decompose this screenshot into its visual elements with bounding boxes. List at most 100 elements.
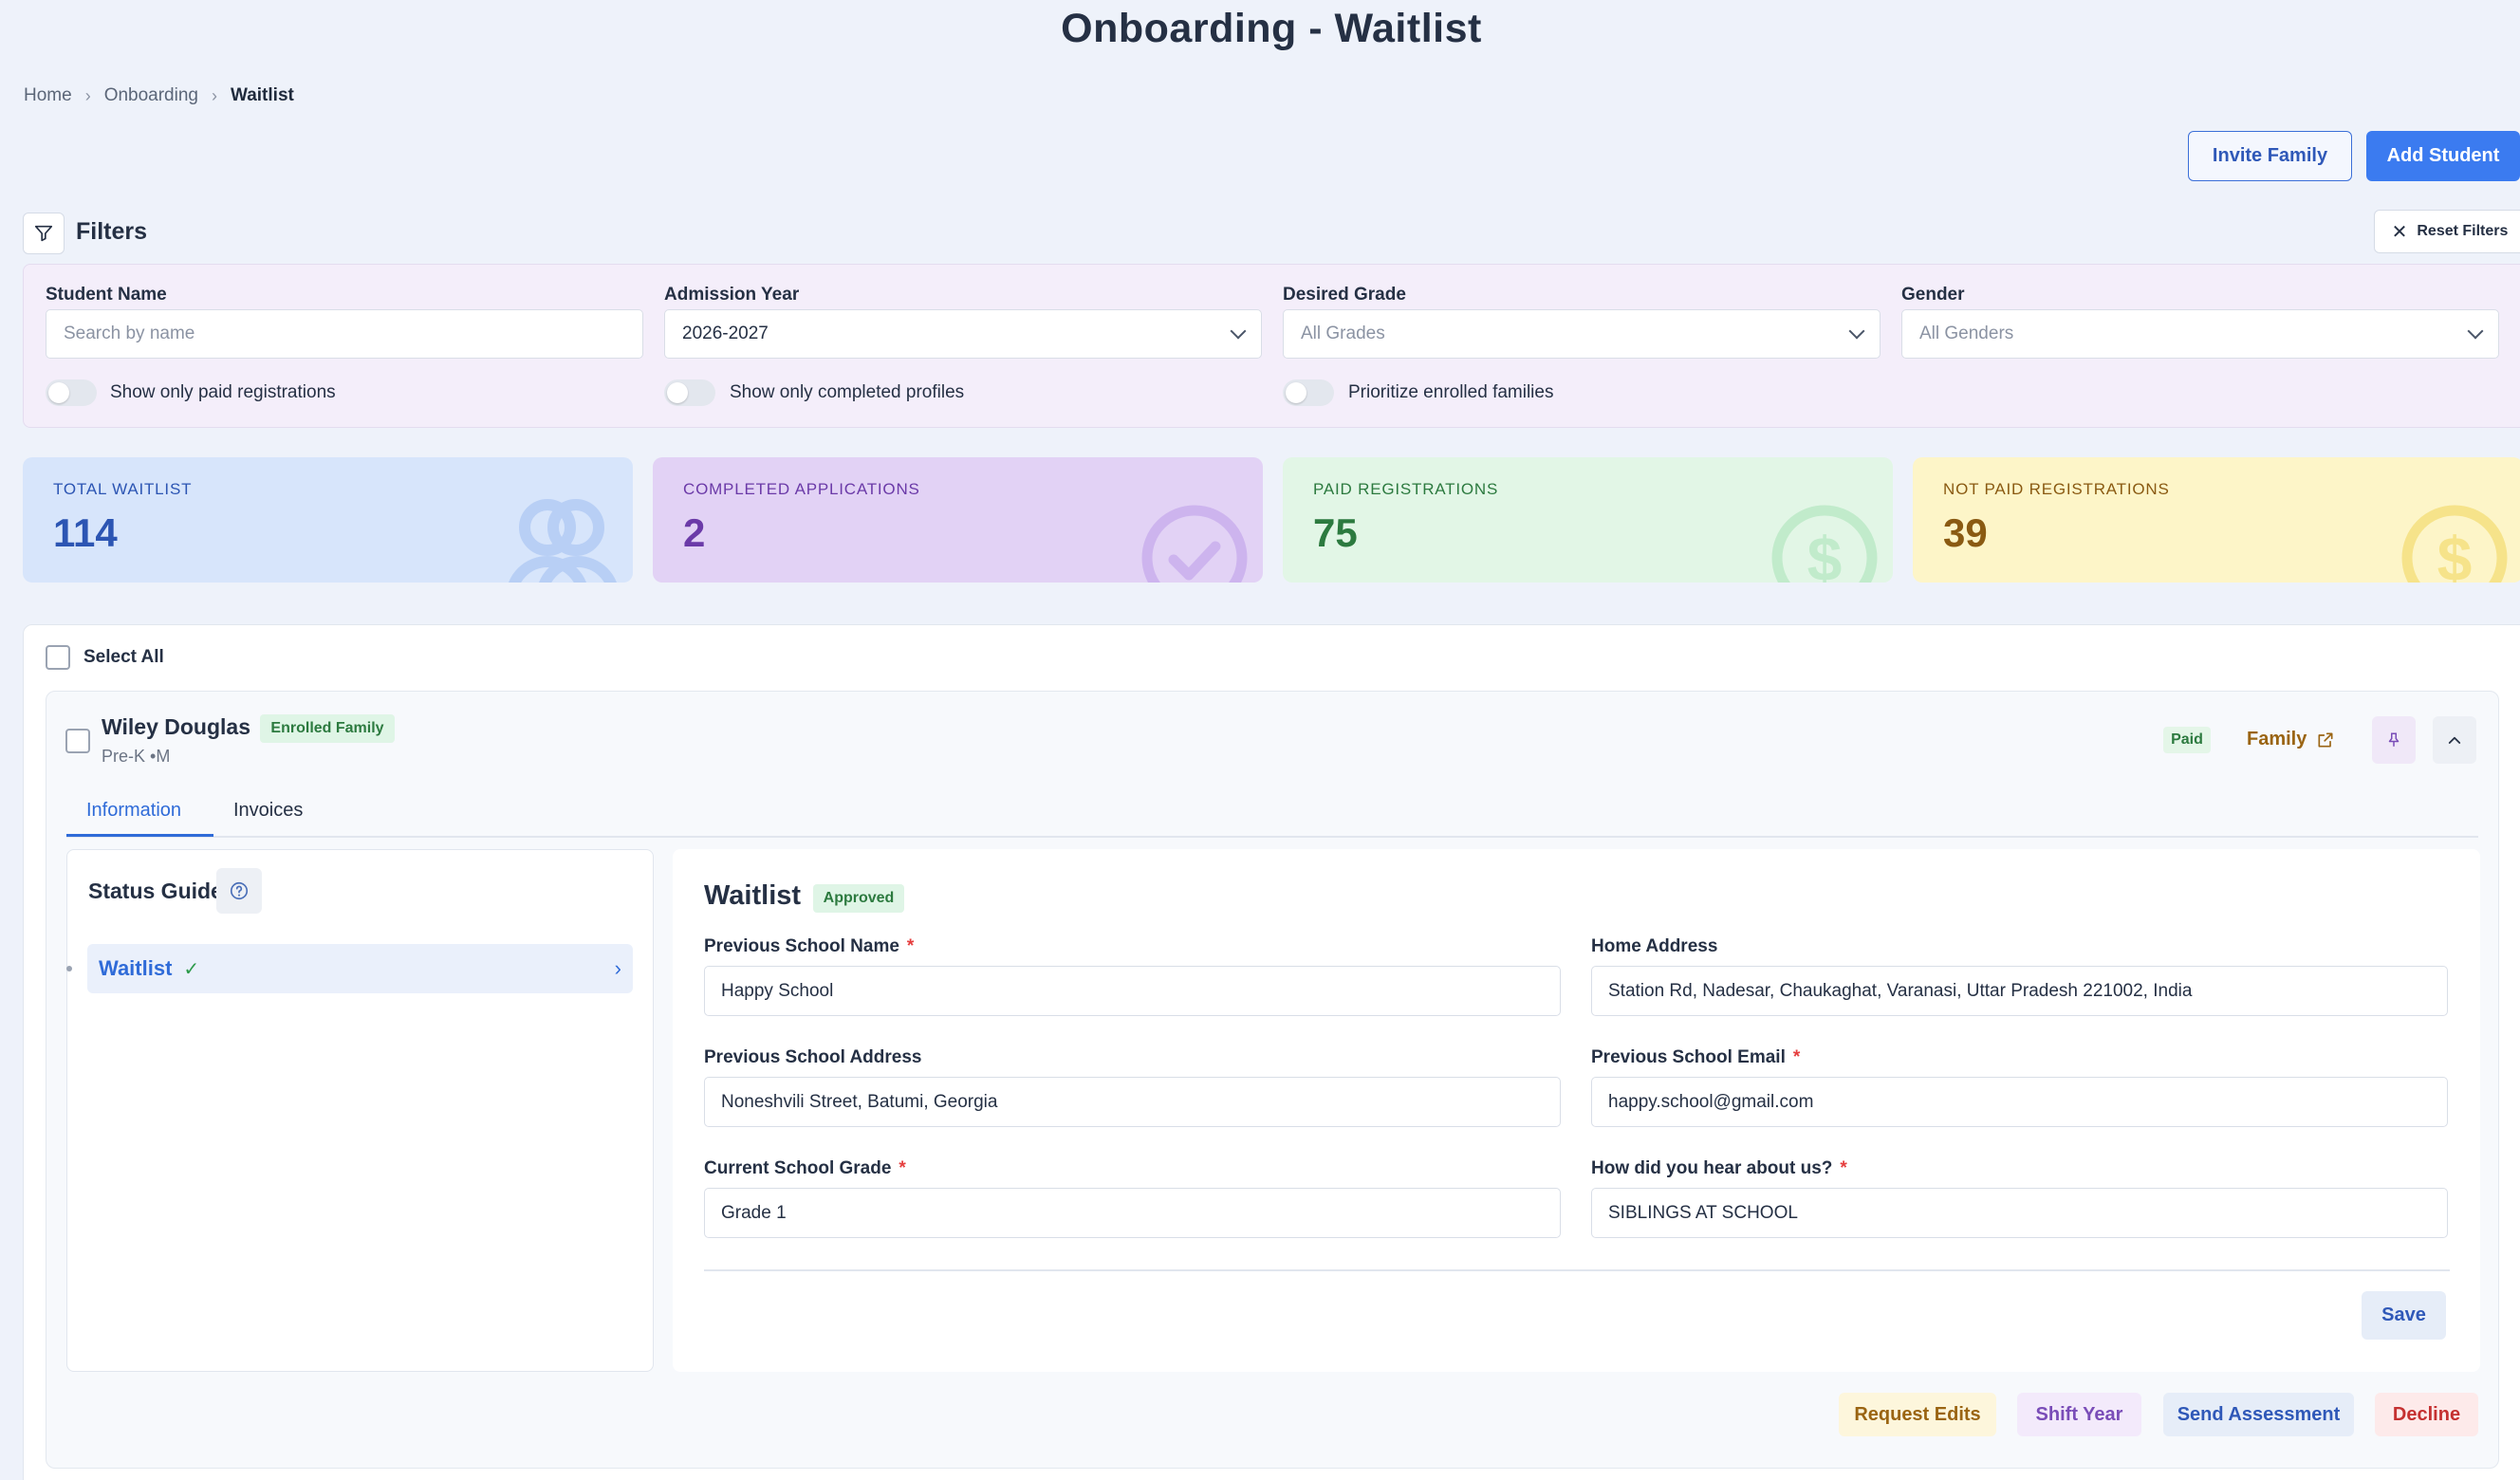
- status-item-label: Waitlist: [99, 956, 173, 980]
- send-assessment-button[interactable]: Send Assessment: [2163, 1393, 2354, 1436]
- svg-text:$: $: [2437, 524, 2473, 583]
- student-meta: Pre-K •M: [102, 747, 171, 766]
- active-tab-indicator: [66, 834, 213, 837]
- desired-grade-value: All Grades: [1301, 324, 1385, 343]
- enrolled-families-toggle[interactable]: [1283, 379, 1334, 406]
- student-checkbox[interactable]: [65, 729, 90, 753]
- paid-registrations-toggle-label: Show only paid registrations: [110, 382, 336, 402]
- chevron-right-icon: ›: [614, 956, 621, 980]
- family-link[interactable]: Family: [2247, 729, 2335, 750]
- chevron-down-icon: [1230, 323, 1247, 340]
- check-circle-icon: [1141, 505, 1248, 583]
- enrolled-family-badge: Enrolled Family: [260, 714, 395, 743]
- tabs-divider: [66, 836, 2478, 838]
- prev-school-address-input[interactable]: Noneshvili Street, Batumi, Georgia: [704, 1077, 1561, 1127]
- status-item-waitlist[interactable]: Waitlist ✓ ›: [87, 944, 633, 993]
- chevron-right-icon: ›: [84, 85, 91, 105]
- dollar-circle-icon: $: [1771, 505, 1878, 583]
- status-guide-panel: [66, 849, 654, 1372]
- shift-year-button[interactable]: Shift Year: [2017, 1393, 2141, 1436]
- home-address-input[interactable]: Station Rd, Nadesar, Chaukaghat, Varanas…: [1591, 966, 2448, 1016]
- tab-invoices[interactable]: Invoices: [233, 800, 304, 821]
- pin-button[interactable]: [2372, 716, 2416, 764]
- pin-icon: [2388, 732, 2400, 747]
- hear-about-label: How did you hear about us? *: [1591, 1158, 1847, 1178]
- prev-school-email-input[interactable]: happy.school@gmail.com: [1591, 1077, 2448, 1127]
- completed-profiles-toggle[interactable]: [664, 379, 715, 406]
- stat-label: NOT PAID REGISTRATIONS: [1943, 480, 2170, 498]
- add-student-button[interactable]: Add Student: [2366, 131, 2520, 181]
- stat-label: TOTAL WAITLIST: [53, 480, 193, 498]
- desired-grade-select[interactable]: All Grades: [1283, 309, 1881, 359]
- close-icon: ✕: [2391, 221, 2408, 243]
- completed-profiles-toggle-label: Show only completed profiles: [730, 382, 965, 402]
- decline-button[interactable]: Decline: [2375, 1393, 2478, 1436]
- breadcrumb-onboarding[interactable]: Onboarding: [103, 85, 198, 105]
- home-address-label: Home Address: [1591, 936, 1718, 956]
- gender-label: Gender: [1901, 285, 1965, 305]
- paid-registrations-toggle[interactable]: [46, 379, 97, 406]
- student-name-label: Student Name: [46, 285, 167, 305]
- status-guide-title: Status Guide: [88, 879, 223, 903]
- chevron-up-icon: [2448, 736, 2461, 744]
- status-guide-help-button[interactable]: [216, 868, 262, 914]
- enrolled-families-toggle-label: Prioritize enrolled families: [1348, 382, 1554, 402]
- chevron-down-icon: [1848, 323, 1865, 340]
- chevron-down-icon: [2467, 323, 2484, 340]
- stat-value: 75: [1313, 510, 1358, 555]
- student-name-placeholder: Search by name: [64, 324, 195, 343]
- external-link-icon: [2318, 732, 2333, 747]
- invite-family-button[interactable]: Invite Family: [2188, 131, 2352, 181]
- select-all-label: Select All: [83, 647, 164, 667]
- stat-card-total-waitlist: TOTAL WAITLIST 114: [23, 457, 633, 583]
- filter-icon: [34, 225, 53, 242]
- reset-filters-button[interactable]: ✕ Reset Filters: [2374, 210, 2520, 253]
- hear-about-input[interactable]: SIBLINGS AT SCHOOL: [1591, 1188, 2448, 1238]
- stat-card-completed-applications: COMPLETED APPLICATIONS 2: [653, 457, 1263, 583]
- page-title: Onboarding - Waitlist: [1061, 6, 1482, 51]
- collapse-button[interactable]: [2433, 716, 2476, 764]
- paid-badge: Paid: [2163, 727, 2211, 753]
- admission-year-label: Admission Year: [664, 285, 800, 305]
- prev-school-name-input[interactable]: Happy School: [704, 966, 1561, 1016]
- family-link-label: Family: [2247, 729, 2307, 749]
- tab-information[interactable]: Information: [86, 800, 182, 821]
- form-title: Waitlist: [704, 880, 802, 911]
- stat-value: 39: [1943, 510, 1988, 555]
- admission-year-select[interactable]: 2026-2027: [664, 309, 1262, 359]
- svg-text:$: $: [1807, 524, 1843, 583]
- form-divider: [704, 1269, 2450, 1271]
- users-icon: [509, 499, 617, 583]
- check-icon: ✓: [183, 958, 200, 980]
- admission-year-value: 2026-2027: [682, 324, 769, 343]
- stat-card-not-paid-registrations: NOT PAID REGISTRATIONS 39 $: [1913, 457, 2520, 583]
- filters-title: Filters: [76, 218, 148, 245]
- student-name-input[interactable]: Search by name: [46, 309, 643, 359]
- gender-value: All Genders: [1919, 324, 2014, 343]
- prev-school-address-label: Previous School Address: [704, 1047, 922, 1067]
- desired-grade-label: Desired Grade: [1283, 285, 1406, 305]
- save-button[interactable]: Save: [2362, 1291, 2446, 1340]
- gender-select[interactable]: All Genders: [1901, 309, 2499, 359]
- select-all-checkbox[interactable]: [46, 645, 70, 670]
- stat-label: PAID REGISTRATIONS: [1313, 480, 1499, 498]
- chevron-right-icon: ›: [211, 85, 217, 105]
- approved-badge: Approved: [813, 884, 904, 913]
- help-circle-icon: [230, 881, 249, 900]
- stat-label: COMPLETED APPLICATIONS: [683, 480, 920, 498]
- filter-toggle-button[interactable]: [23, 213, 65, 254]
- request-edits-button[interactable]: Request Edits: [1839, 1393, 1996, 1436]
- stat-value: 2: [683, 510, 706, 555]
- current-grade-label: Current School Grade *: [704, 1158, 906, 1178]
- breadcrumb: Home › Onboarding › Waitlist: [24, 85, 294, 106]
- stat-value: 114: [53, 510, 118, 555]
- prev-school-name-label: Previous School Name *: [704, 936, 915, 956]
- breadcrumb-home[interactable]: Home: [24, 85, 72, 105]
- stat-card-paid-registrations: PAID REGISTRATIONS 75 $: [1283, 457, 1893, 583]
- prev-school-email-label: Previous School Email *: [1591, 1047, 1801, 1067]
- breadcrumb-current: Waitlist: [230, 85, 294, 105]
- reset-filters-label: Reset Filters: [2417, 223, 2509, 239]
- dollar-circle-icon: $: [2401, 505, 2508, 583]
- student-name: Wiley Douglas: [102, 714, 250, 739]
- current-grade-input[interactable]: Grade 1: [704, 1188, 1561, 1238]
